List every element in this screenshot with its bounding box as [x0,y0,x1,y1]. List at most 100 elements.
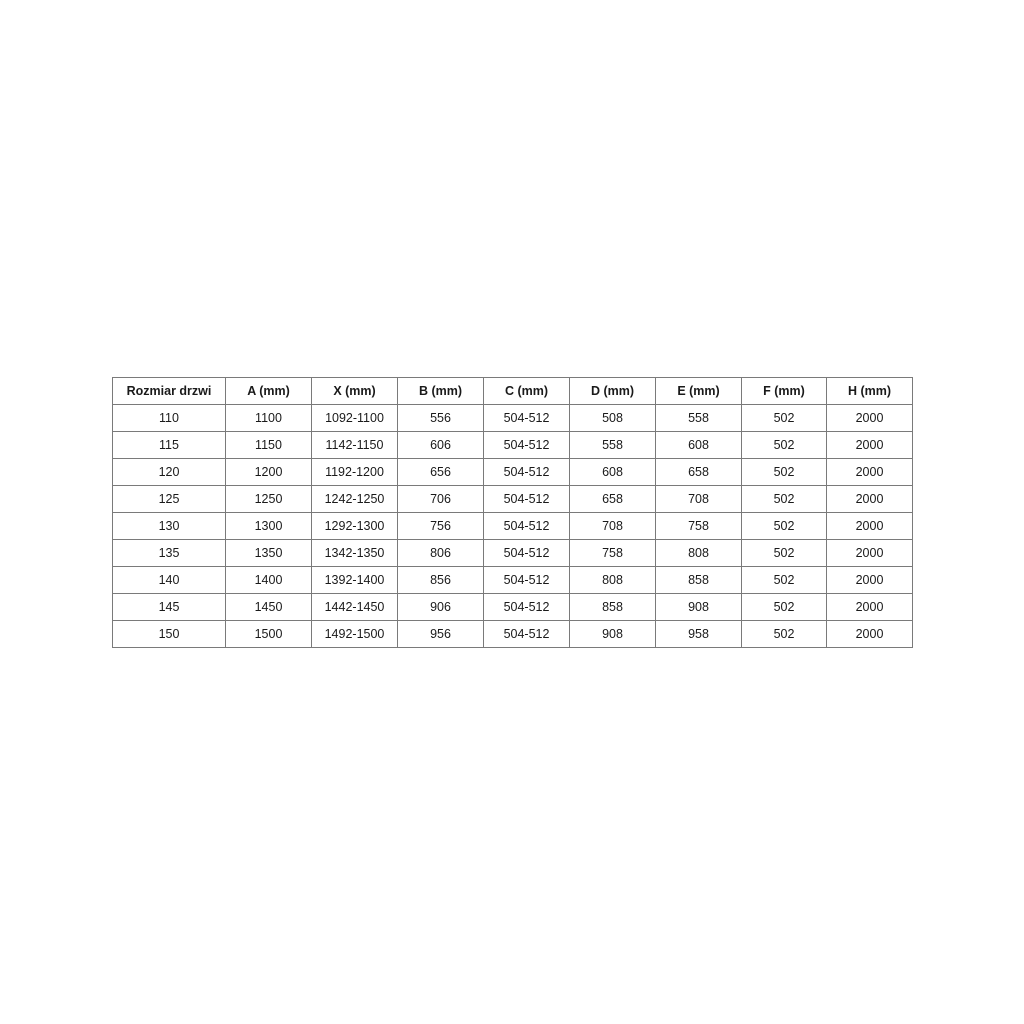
table-cell: 120 [112,458,226,486]
table-cell: 656 [397,458,484,486]
table-cell: 504-512 [483,404,570,432]
table-cell: 502 [741,566,827,594]
table-cell: 658 [655,458,742,486]
table-cell: 856 [397,566,484,594]
table-cell: 115 [112,431,226,459]
column-header: H (mm) [826,377,913,405]
column-header: A (mm) [225,377,312,405]
table-cell: 956 [397,620,484,648]
table-row: 140 1400 1392-1400 856 504-512 808 858 502 2000 [112,566,913,594]
table-cell: 758 [569,539,656,567]
table-cell: 508 [569,404,656,432]
table-cell: 706 [397,485,484,513]
table-cell: 502 [741,620,827,648]
table-cell: 2000 [826,566,913,594]
table-cell: 1350 [225,539,312,567]
table-cell: 558 [655,404,742,432]
table-row: 115 1150 1142-1150 606 504-512 558 608 502 2000 [112,431,913,459]
table-cell: 1100 [225,404,312,432]
column-header: F (mm) [741,377,827,405]
table-cell: 1092-1100 [311,404,398,432]
table-cell: 606 [397,431,484,459]
table-header-row: Rozmiar drzwi A (mm) X (mm) B (mm) C (mm) D (… [112,377,913,405]
table-cell: 502 [741,539,827,567]
table-cell: 150 [112,620,226,648]
table-cell: 135 [112,539,226,567]
table-cell: 906 [397,593,484,621]
table-row: 130 1300 1292-1300 756 504-512 708 758 502 2000 [112,512,913,540]
table-cell: 504-512 [483,593,570,621]
table-cell: 1392-1400 [311,566,398,594]
table-row: 125 1250 1242-1250 706 504-512 658 708 502 2000 [112,485,913,513]
table-cell: 1442-1450 [311,593,398,621]
table-cell: 1142-1150 [311,431,398,459]
table-cell: 1492-1500 [311,620,398,648]
table-row: 110 1100 1092-1100 556 504-512 508 558 502 2000 [112,404,913,432]
column-header: B (mm) [397,377,484,405]
table-cell: 2000 [826,458,913,486]
table-cell: 504-512 [483,539,570,567]
table-cell: 1400 [225,566,312,594]
table-cell: 808 [655,539,742,567]
table-cell: 145 [112,593,226,621]
table-cell: 504-512 [483,485,570,513]
table-cell: 708 [655,485,742,513]
table-cell: 756 [397,512,484,540]
table-row: 145 1450 1442-1450 906 504-512 858 908 502 2000 [112,593,913,621]
table-cell: 502 [741,593,827,621]
table-cell: 1300 [225,512,312,540]
table-cell: 808 [569,566,656,594]
table-cell: 1450 [225,593,312,621]
table-cell: 858 [655,566,742,594]
table-cell: 1150 [225,431,312,459]
table-cell: 1242-1250 [311,485,398,513]
table-cell: 958 [655,620,742,648]
table-cell: 502 [741,458,827,486]
table-cell: 2000 [826,404,913,432]
table-cell: 1200 [225,458,312,486]
table-cell: 504-512 [483,431,570,459]
table-cell: 2000 [826,539,913,567]
table-cell: 2000 [826,431,913,459]
table-cell: 1292-1300 [311,512,398,540]
table-row: 120 1200 1192-1200 656 504-512 608 658 502 2000 [112,458,913,486]
table-cell: 758 [655,512,742,540]
table-cell: 2000 [826,512,913,540]
dimensions-table: Rozmiar drzwi A (mm) X (mm) B (mm) C (mm) D (… [112,377,913,648]
column-header: X (mm) [311,377,398,405]
table-cell: 608 [569,458,656,486]
table-cell: 130 [112,512,226,540]
table-cell: 504-512 [483,620,570,648]
table-cell: 658 [569,485,656,513]
table-cell: 2000 [826,620,913,648]
table-cell: 806 [397,539,484,567]
table-cell: 502 [741,512,827,540]
table-cell: 908 [569,620,656,648]
table-cell: 125 [112,485,226,513]
table-cell: 502 [741,404,827,432]
table-cell: 502 [741,485,827,513]
column-header: Rozmiar drzwi [112,377,226,405]
table-cell: 140 [112,566,226,594]
table-cell: 1250 [225,485,312,513]
table-cell: 708 [569,512,656,540]
column-header: C (mm) [483,377,570,405]
table-cell: 504-512 [483,458,570,486]
table-cell: 1342-1350 [311,539,398,567]
column-header: E (mm) [655,377,742,405]
table-cell: 1192-1200 [311,458,398,486]
table-cell: 858 [569,593,656,621]
table-cell: 558 [569,431,656,459]
table-row: 150 1500 1492-1500 956 504-512 908 958 502 2000 [112,620,913,648]
table-cell: 1500 [225,620,312,648]
table-cell: 2000 [826,593,913,621]
table-cell: 504-512 [483,566,570,594]
table-cell: 2000 [826,485,913,513]
table-cell: 608 [655,431,742,459]
table-cell: 504-512 [483,512,570,540]
column-header: D (mm) [569,377,656,405]
table-cell: 908 [655,593,742,621]
table-cell: 110 [112,404,226,432]
table-cell: 556 [397,404,484,432]
table-cell: 502 [741,431,827,459]
